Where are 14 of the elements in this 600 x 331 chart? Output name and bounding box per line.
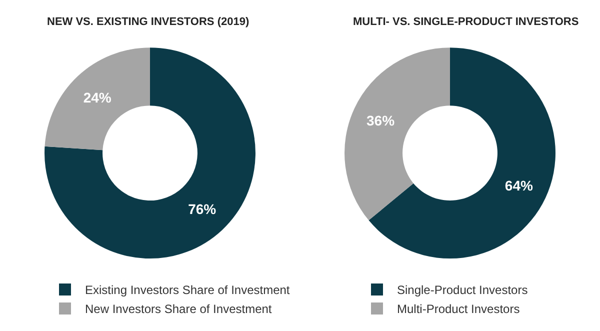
donut-slice [368,48,556,258]
legend-label: New Investors Share of Investment [85,302,272,316]
donut-slice [44,48,256,258]
donut-slice [44,48,150,150]
data-label: 64% [504,178,534,194]
chart-title: NEW VS. EXISTING INVESTORS (2019) [47,16,250,28]
legend-label: Multi-Product Investors [397,302,520,316]
chart-title: MULTI- VS. SINGLE-PRODUCT INVESTORS [353,16,579,28]
legend-label: Existing Investors Share of Investment [85,283,290,298]
donut-slice [344,48,450,220]
data-label: 76% [188,200,217,217]
data-label: 36% [366,112,396,128]
legend-label: Single-Product Investors [397,283,528,298]
data-label: 24% [83,89,112,106]
